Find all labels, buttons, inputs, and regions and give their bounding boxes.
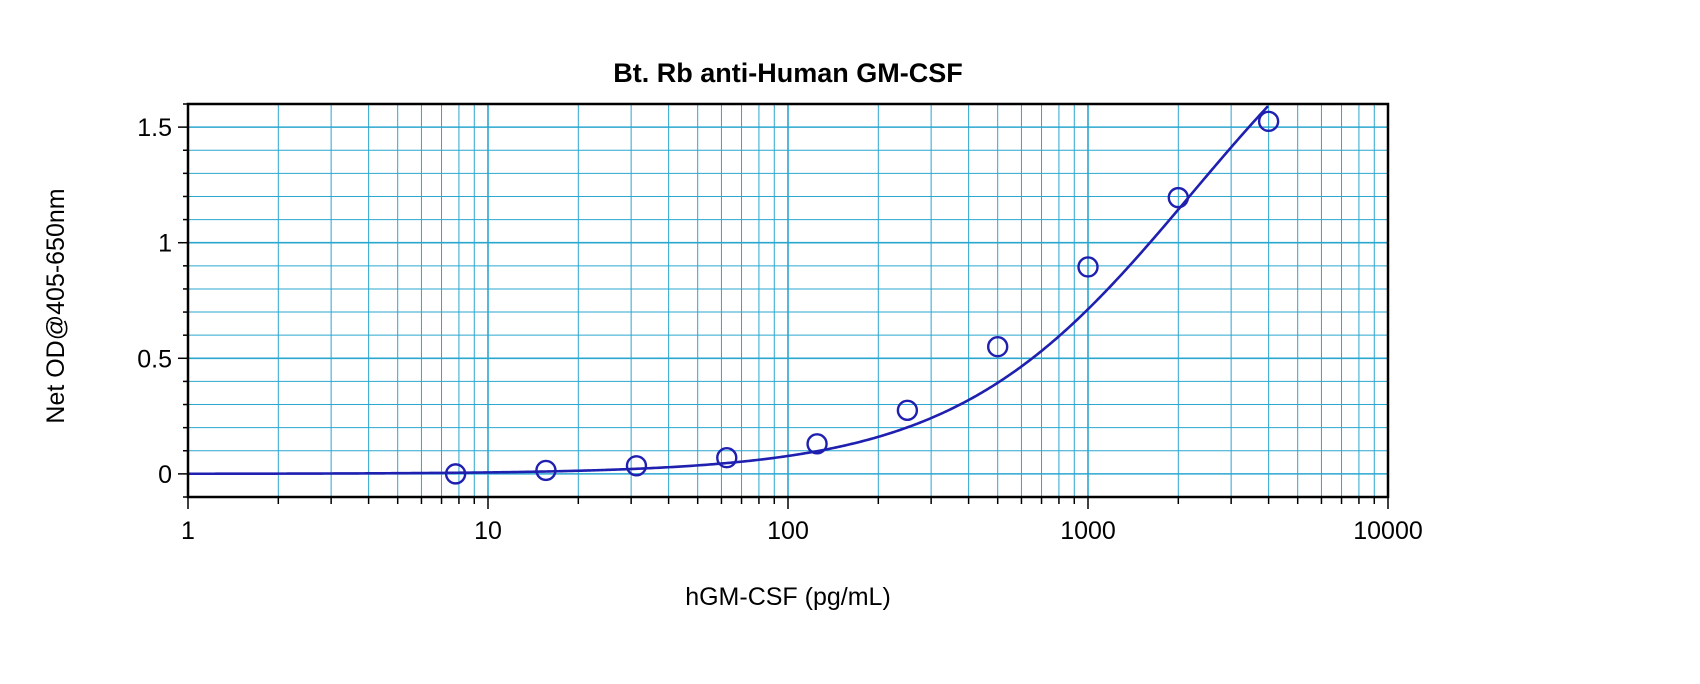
data-point — [1257, 110, 1280, 133]
fit-curve-line — [187, 105, 1269, 476]
data-point — [806, 433, 828, 455]
y-axis: 0 0.5 1 1.5 — [137, 103, 188, 498]
data-point — [1167, 186, 1190, 209]
y-tick-label: 1.5 — [137, 114, 172, 142]
data-point — [625, 455, 648, 477]
x-tick-label: 10 — [474, 517, 502, 545]
data-point — [896, 399, 919, 422]
x-axis-label: hGM-CSF (pg/mL) — [685, 583, 891, 611]
x-tick-label: 1 — [181, 517, 195, 545]
y-axis-label: Net OD@405-650nm — [42, 188, 70, 423]
data-point — [444, 463, 467, 485]
y-tick-label: 1 — [158, 230, 172, 258]
x-tick-label: 1000 — [1060, 517, 1116, 545]
data-point — [535, 459, 557, 482]
chart-title: Bt. Rb anti-Human GM-CSF — [613, 58, 962, 88]
x-axis: 1 10 100 1000 10000 — [181, 497, 1423, 545]
grid — [188, 104, 1388, 497]
x-tick-label: 10000 — [1353, 517, 1423, 545]
y-tick-label: 0.5 — [137, 345, 172, 373]
fit-curve — [187, 105, 1269, 476]
y-tick-label: 0 — [158, 461, 172, 489]
data-point — [716, 447, 738, 469]
x-tick-label: 100 — [767, 517, 809, 545]
data-points — [444, 110, 1280, 485]
data-point — [986, 336, 1009, 358]
data-point — [1077, 256, 1099, 278]
